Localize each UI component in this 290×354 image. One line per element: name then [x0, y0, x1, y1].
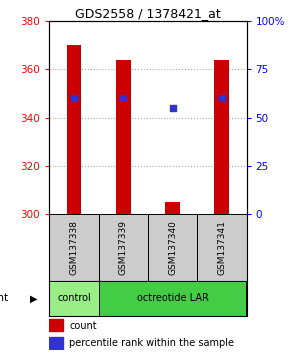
Text: GSM137338: GSM137338: [69, 220, 79, 275]
Bar: [99, 214, 148, 281]
Text: agent: agent: [0, 293, 9, 303]
Bar: [49, 281, 99, 316]
Text: percentile rank within the sample: percentile rank within the sample: [69, 338, 234, 348]
Bar: [49, 214, 99, 281]
Text: ▶: ▶: [30, 293, 38, 303]
Text: count: count: [69, 320, 97, 331]
Text: octreotide LAR: octreotide LAR: [137, 293, 209, 303]
Bar: [214, 60, 229, 214]
Bar: [165, 202, 180, 214]
Bar: [49, 337, 63, 349]
Text: control: control: [57, 293, 91, 303]
Bar: [197, 214, 246, 281]
Bar: [99, 281, 246, 316]
Bar: [116, 60, 130, 214]
Title: GDS2558 / 1378421_at: GDS2558 / 1378421_at: [75, 7, 221, 20]
Text: GSM137340: GSM137340: [168, 220, 177, 275]
Bar: [67, 45, 81, 214]
Bar: [148, 214, 197, 281]
Text: GSM137339: GSM137339: [119, 220, 128, 275]
Text: GSM137341: GSM137341: [217, 220, 226, 275]
Bar: [49, 319, 63, 331]
